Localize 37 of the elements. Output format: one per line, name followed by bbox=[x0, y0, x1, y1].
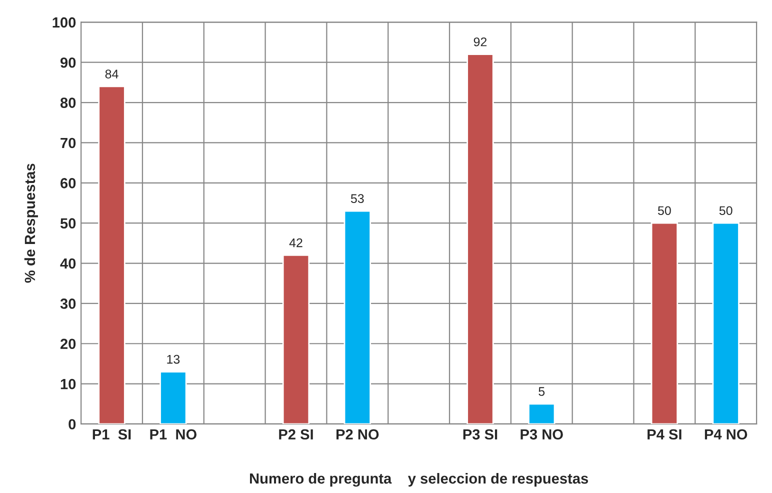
y-tick-label: 80 bbox=[60, 98, 76, 108]
y-tick-label: 60 bbox=[60, 178, 76, 188]
bar bbox=[98, 86, 126, 424]
x-tick-label: P1 SI bbox=[92, 429, 131, 440]
bar bbox=[282, 254, 310, 424]
data-label: 5 bbox=[538, 387, 545, 396]
x-tick-label: P3 SI bbox=[463, 429, 498, 440]
data-label: 42 bbox=[289, 238, 302, 248]
x-tick-label: P1 NO bbox=[150, 429, 196, 440]
y-tick-label: 90 bbox=[60, 57, 76, 68]
data-label: 92 bbox=[474, 37, 487, 46]
y-tick-label: 10 bbox=[60, 378, 76, 390]
x-tick-label: P4 NO bbox=[704, 429, 748, 440]
x-tick-label: P2 NO bbox=[336, 429, 379, 440]
bar bbox=[344, 210, 371, 424]
y-tick-label: 50 bbox=[60, 218, 76, 229]
x-tick-label: P2 SI bbox=[279, 429, 313, 440]
bar bbox=[160, 371, 187, 424]
y-tick-label: 0 bbox=[68, 419, 76, 430]
y-axis-title: % de Respuestas bbox=[24, 164, 38, 283]
x-tick-label: P4 SI bbox=[648, 429, 682, 440]
y-tick-label: 40 bbox=[60, 258, 76, 269]
bar bbox=[712, 222, 740, 424]
x-tick-label: P3 NO bbox=[520, 429, 563, 440]
y-tick-label: 100 bbox=[52, 17, 76, 28]
data-label: 53 bbox=[350, 194, 364, 203]
bar bbox=[466, 54, 494, 424]
data-label: 84 bbox=[105, 70, 118, 78]
x-axis-title: Numero de pregunta y seleccion de respuestas bbox=[250, 472, 588, 487]
data-label: 50 bbox=[658, 206, 671, 216]
y-tick-label: 70 bbox=[60, 138, 76, 148]
data-label: 50 bbox=[719, 206, 732, 216]
data-label: 13 bbox=[167, 354, 180, 364]
bar bbox=[528, 403, 556, 424]
bar bbox=[650, 222, 678, 424]
y-tick-label: 20 bbox=[60, 338, 76, 350]
y-tick-label: 30 bbox=[60, 298, 76, 309]
